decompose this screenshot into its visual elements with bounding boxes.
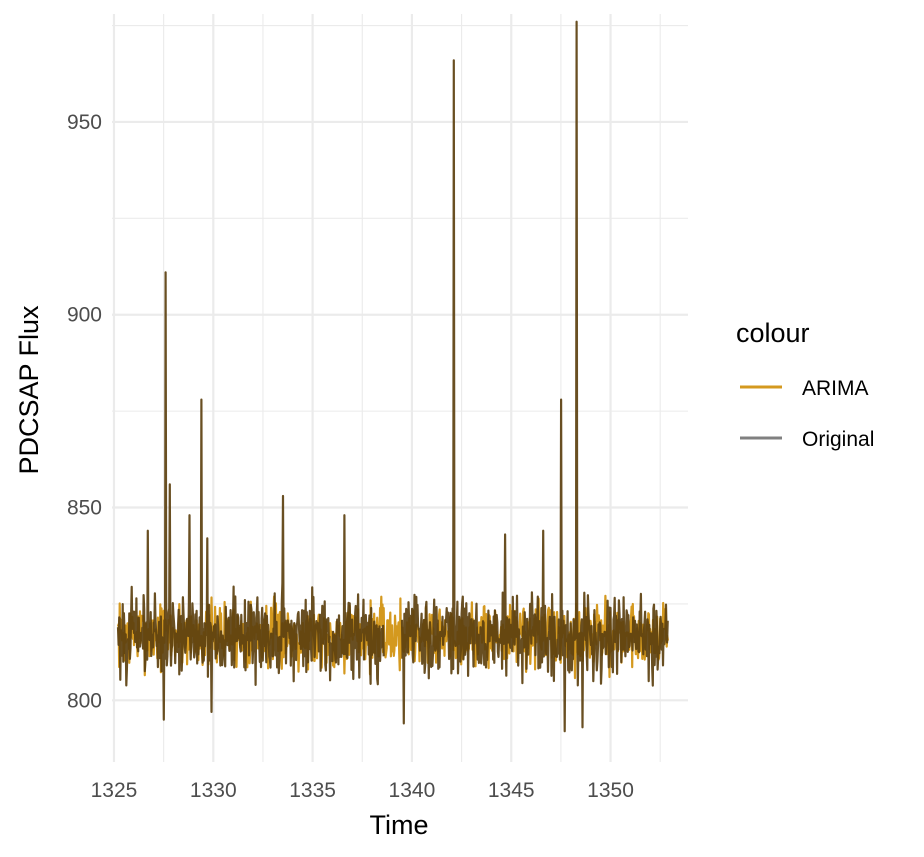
x-tick-label: 1350 [587,779,634,802]
y-tick-label: 800 [67,689,102,712]
legend: colour ARIMA Original [736,318,874,451]
y-axis-title: PDCSAP Flux [14,305,44,475]
series-layer [116,20,669,733]
x-tick-label: 1330 [190,779,237,802]
y-tick-label: 900 [67,304,102,327]
series-line-original [116,271,385,721]
series-line-original [400,20,669,733]
x-tick-label: 1340 [389,779,436,802]
x-tick-label: 1335 [289,779,336,802]
y-tick-label: 950 [67,111,102,134]
tick-labels: 800 850 900 950 1325 1330 1335 1340 1345 1350 [67,111,634,802]
x-tick-label: 1325 [91,779,138,802]
legend-title: colour [736,318,810,348]
legend-label-original: Original [802,428,874,451]
x-tick-label: 1345 [488,779,535,802]
x-axis-title: Time [370,810,429,840]
y-tick-label: 850 [67,497,102,520]
legend-label-arima: ARIMA [802,377,869,400]
